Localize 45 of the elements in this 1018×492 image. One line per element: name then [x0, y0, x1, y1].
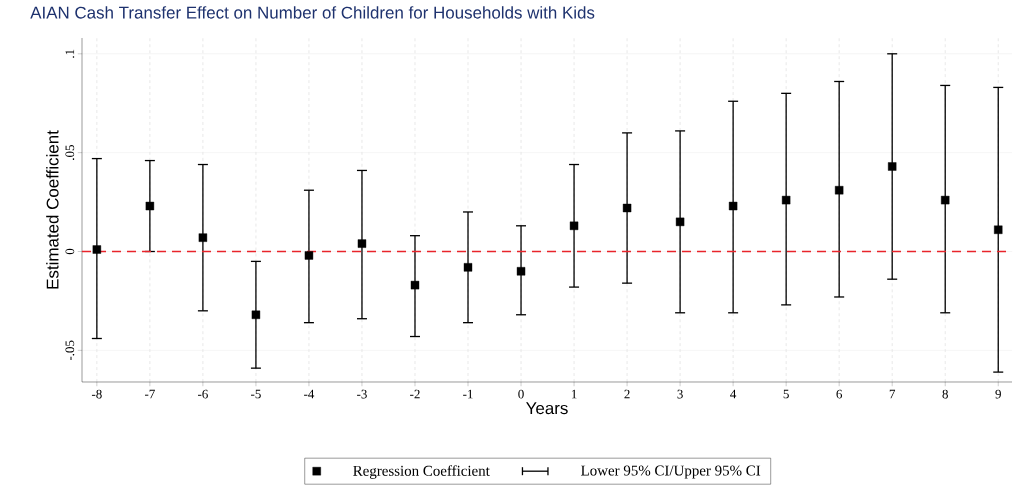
x-tick-label: 4 — [730, 389, 737, 399]
legend-label: Regression Coefficient — [353, 465, 490, 479]
x-tick-label: 0 — [518, 389, 524, 399]
x-axis-title: Years — [526, 402, 568, 415]
y-tick-label: .05 — [65, 145, 75, 160]
x-tick-label: 8 — [942, 389, 948, 399]
x-tick-label: 3 — [677, 389, 683, 399]
text: Lower 95% CI/Upper 95% CI — [581, 465, 761, 479]
point — [145, 201, 155, 211]
point — [516, 267, 526, 276]
x-tick-label: -2 — [410, 389, 420, 399]
point — [410, 280, 420, 290]
x-tick-label: 1 — [571, 389, 577, 399]
point — [198, 233, 208, 242]
x-tick-label: 7 — [889, 389, 896, 399]
x-tick-label: -8 — [91, 389, 102, 399]
point — [941, 195, 950, 205]
y-tick-label: -.05 — [65, 340, 75, 361]
point — [887, 162, 897, 171]
x-tick-label: 9 — [995, 389, 1001, 399]
point — [781, 195, 791, 205]
x-tick-label: -6 — [197, 389, 208, 399]
x-tick-label: 2 — [624, 389, 630, 399]
y-tick-label: 0 — [65, 248, 75, 255]
point — [675, 217, 685, 227]
point — [357, 239, 367, 248]
y-axis-title: Estimated Coefficient — [46, 130, 59, 289]
chart-title: AIAN Cash Transfer Effect on Number of Children for Households with Kids — [30, 6, 595, 19]
y-tick-label: .1 — [65, 49, 75, 58]
point — [569, 221, 579, 230]
point — [92, 245, 102, 254]
point — [251, 310, 261, 319]
point — [728, 201, 738, 211]
x-tick-label: -4 — [304, 389, 315, 399]
point — [622, 203, 632, 213]
x-tick-label: -1 — [463, 389, 473, 399]
x-tick-label: 5 — [783, 389, 789, 399]
x-tick-label: 6 — [836, 389, 843, 399]
x-tick-label: -7 — [144, 389, 155, 399]
point — [834, 186, 844, 195]
x-tick-label: -5 — [251, 389, 261, 399]
point — [994, 225, 1003, 234]
point — [463, 263, 473, 272]
x-tick-label: -3 — [357, 389, 367, 399]
point — [304, 251, 314, 260]
